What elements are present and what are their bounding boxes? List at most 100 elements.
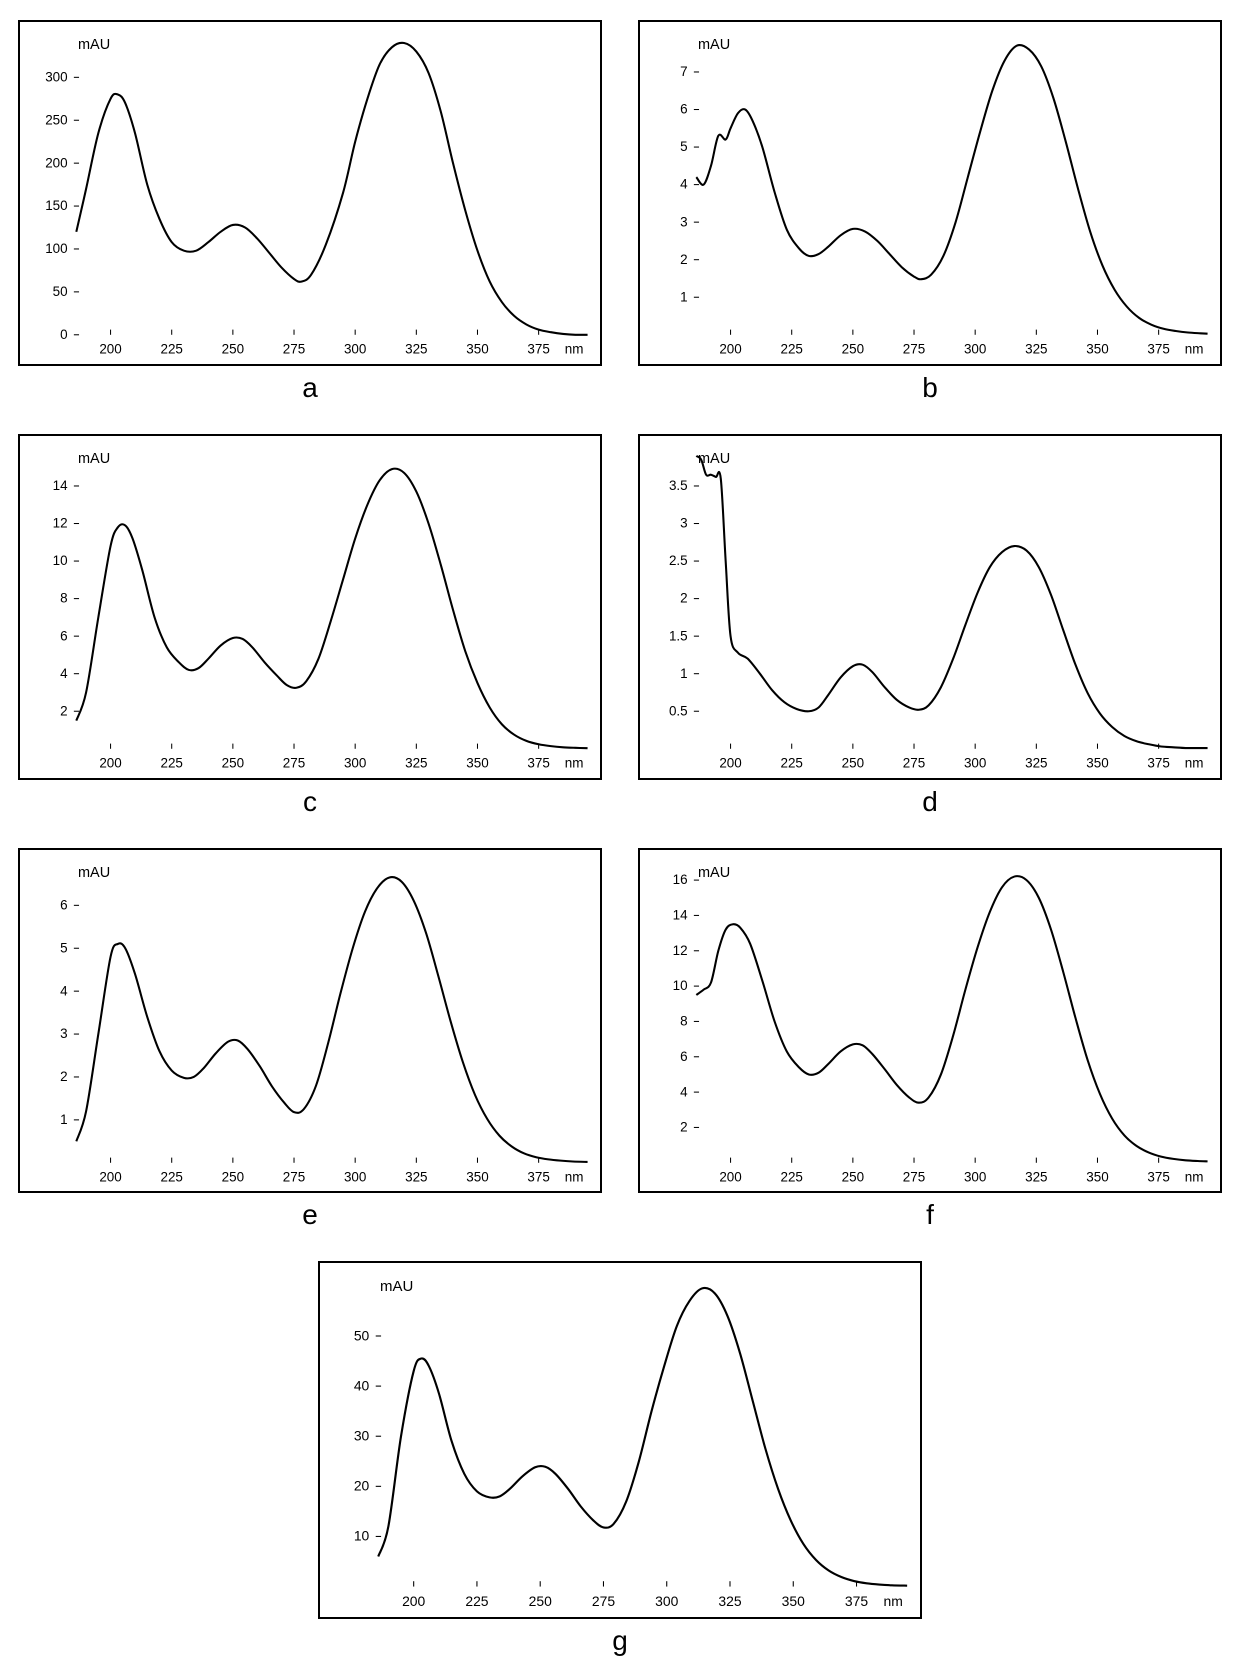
x-tick-label: 225: [160, 1169, 182, 1184]
x-axis-unit: nm: [1185, 341, 1204, 356]
y-tick-label: 8: [60, 591, 67, 606]
x-tick-label: 325: [1025, 341, 1047, 356]
y-tick-label: 2: [680, 252, 687, 267]
y-tick-label: 12: [53, 515, 68, 530]
x-tick-label: 350: [1086, 341, 1108, 356]
panel-label: b: [922, 372, 938, 404]
x-axis-unit: nm: [565, 341, 584, 356]
y-tick-label: 20: [354, 1478, 370, 1494]
spectrum-curve: [76, 877, 587, 1162]
y-tick-label: 3: [60, 1026, 67, 1041]
x-tick-label: 225: [780, 1169, 802, 1184]
x-tick-label: 375: [527, 755, 549, 770]
x-tick-label: 300: [655, 1593, 678, 1609]
spectrum-svg: mAU nm 200225250275300325350375 1234567: [640, 22, 1220, 364]
chart-box: mAU nm 200225250275300325350375 123456: [18, 848, 602, 1194]
y-tick-label: 14: [53, 478, 68, 493]
x-tick-label: 350: [1086, 755, 1108, 770]
y-tick-label: 100: [45, 241, 67, 256]
y-tick-label: 1: [60, 1112, 67, 1127]
x-tick-label: 325: [1025, 755, 1047, 770]
panel-label: g: [612, 1625, 628, 1657]
y-tick-label: 200: [45, 155, 67, 170]
y-tick-label: 50: [53, 284, 68, 299]
x-tick-label: 325: [1025, 1169, 1047, 1184]
spectrum-svg: mAU nm 200225250275300325350375 05010015…: [20, 22, 600, 364]
x-tick-label: 200: [99, 755, 121, 770]
x-tick-label: 275: [283, 755, 305, 770]
y-tick-label: 3.5: [669, 478, 688, 493]
x-axis-unit: nm: [884, 1593, 903, 1609]
x-axis-unit: nm: [565, 1169, 584, 1184]
panel-label: d: [922, 786, 938, 818]
x-tick-label: 250: [222, 755, 244, 770]
x-tick-label: 275: [283, 1169, 305, 1184]
y-tick-label: 1: [680, 666, 687, 681]
spectrum-curve: [696, 45, 1207, 334]
x-tick-label: 350: [466, 1169, 488, 1184]
y-tick-label: 0: [60, 327, 67, 342]
x-tick-label: 250: [222, 1169, 244, 1184]
y-tick-label: 4: [680, 1084, 688, 1099]
x-tick-label: 200: [719, 755, 741, 770]
y-tick-label: 10: [53, 553, 68, 568]
y-tick-label: 10: [673, 978, 688, 993]
x-tick-label: 325: [405, 341, 427, 356]
spectrum-svg: mAU nm 200225250275300325350375 24681012…: [640, 850, 1220, 1192]
x-tick-label: 325: [718, 1593, 741, 1609]
y-tick-label: 1.5: [669, 628, 688, 643]
y-tick-label: 8: [680, 1013, 687, 1028]
x-tick-label: 275: [903, 341, 925, 356]
y-tick-label: 2: [680, 1119, 687, 1134]
y-tick-label: 0.5: [669, 703, 688, 718]
y-tick-label: 250: [45, 112, 67, 127]
x-tick-label: 200: [99, 1169, 121, 1184]
y-tick-label: 5: [60, 940, 67, 955]
x-tick-label: 300: [964, 1169, 986, 1184]
spectrum-curve: [696, 876, 1207, 1161]
chart-box: mAU nm 200225250275300325350375 24681012…: [638, 848, 1222, 1194]
x-tick-label: 250: [842, 1169, 864, 1184]
y-tick-label: 150: [45, 198, 67, 213]
chart-box: mAU nm 200225250275300325350375 1234567: [638, 20, 1222, 366]
y-tick-label: 4: [60, 666, 68, 681]
y-tick-label: 2: [60, 1069, 67, 1084]
x-axis-unit: nm: [565, 755, 584, 770]
spectrum-panel-a: mAU nm 200225250275300325350375 05010015…: [20, 20, 600, 404]
spectrum-svg: mAU nm 200225250275300325350375 24681012…: [20, 436, 600, 778]
panel-label: e: [302, 1199, 318, 1231]
x-tick-label: 300: [344, 341, 366, 356]
y-tick-label: 4: [680, 177, 688, 192]
spectrum-curve: [76, 43, 587, 335]
y-axis-unit: mAU: [78, 37, 110, 53]
x-tick-label: 250: [529, 1593, 552, 1609]
x-tick-label: 375: [1147, 341, 1169, 356]
panel-label: a: [302, 372, 318, 404]
x-tick-label: 375: [527, 341, 549, 356]
y-tick-label: 6: [60, 628, 67, 643]
y-tick-label: 14: [673, 907, 688, 922]
x-axis-unit: nm: [1185, 755, 1204, 770]
spectrum-panel-d: mAU nm 200225250275300325350375 0.511.52…: [640, 434, 1220, 818]
x-tick-label: 250: [842, 341, 864, 356]
x-tick-label: 225: [160, 341, 182, 356]
x-tick-label: 250: [222, 341, 244, 356]
y-axis-unit: mAU: [78, 864, 110, 880]
chart-box: mAU nm 200225250275300325350375 0.511.52…: [638, 434, 1222, 780]
x-tick-label: 275: [283, 341, 305, 356]
spectrum-curve: [696, 456, 1207, 748]
spectrum-svg: mAU nm 200225250275300325350375 0.511.52…: [640, 436, 1220, 778]
y-tick-label: 5: [680, 139, 687, 154]
spectrum-panel-g: mAU nm 200225250275300325350375 10203040…: [320, 1261, 920, 1657]
y-tick-label: 16: [673, 872, 688, 887]
x-tick-label: 200: [719, 341, 741, 356]
x-tick-label: 300: [344, 1169, 366, 1184]
y-tick-label: 3: [680, 214, 687, 229]
x-tick-label: 200: [402, 1593, 425, 1609]
x-tick-label: 300: [964, 341, 986, 356]
y-tick-label: 6: [680, 1048, 687, 1063]
x-tick-label: 225: [780, 341, 802, 356]
x-tick-label: 225: [465, 1593, 488, 1609]
y-tick-label: 4: [60, 983, 68, 998]
x-tick-label: 300: [344, 755, 366, 770]
